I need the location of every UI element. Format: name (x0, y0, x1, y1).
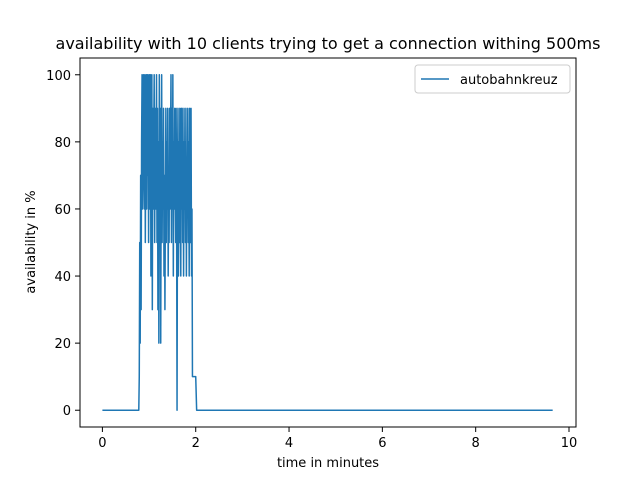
x-axis-ticks: 0 2 4 6 8 10 (98, 427, 577, 451)
x-axis-label: time in minutes (277, 456, 379, 471)
legend: autobahnkreuz (414, 64, 571, 94)
y-tick-label: 100 (46, 69, 71, 84)
y-tick-label: 20 (54, 337, 71, 352)
plot-frame (79, 57, 577, 428)
series-layer (102, 74, 553, 411)
x-tick-label: 10 (561, 436, 578, 451)
x-tick-label: 0 (98, 436, 106, 451)
series-line-0 (102, 74, 553, 411)
x-tick-label: 6 (378, 436, 386, 451)
y-tick-label: 0 (63, 404, 71, 419)
legend-label: autobahnkreuz (460, 73, 558, 88)
plot-area (79, 57, 577, 428)
y-tick-label: 80 (54, 136, 71, 151)
chart-title: availability with 10 clients trying to g… (56, 34, 601, 53)
legend-box (414, 64, 571, 94)
y-tick-label: 60 (54, 203, 71, 218)
x-tick-label: 4 (285, 436, 293, 451)
y-axis-ticks: 0 20 40 60 80 100 (46, 69, 80, 419)
x-tick-label: 2 (192, 436, 200, 451)
y-tick-label: 40 (54, 270, 71, 285)
y-axis-label: availability in % (24, 190, 39, 293)
x-tick-label: 8 (472, 436, 480, 451)
